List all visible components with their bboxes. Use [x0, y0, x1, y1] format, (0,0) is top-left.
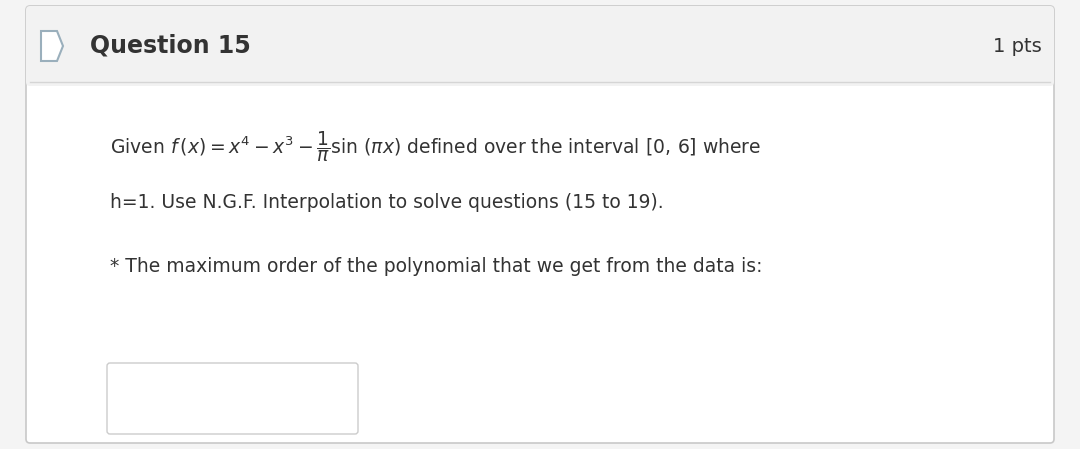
Text: * The maximum order of the polynomial that we get from the data is:: * The maximum order of the polynomial th… [110, 257, 762, 277]
FancyBboxPatch shape [107, 363, 357, 434]
Text: Question 15: Question 15 [90, 34, 251, 58]
Text: Given $f\,(x) = x^4 - x^3 - \dfrac{1}{\pi}\sin\,(\pi x)$ defined over the interv: Given $f\,(x) = x^4 - x^3 - \dfrac{1}{\p… [110, 130, 761, 164]
Polygon shape [41, 31, 63, 61]
FancyBboxPatch shape [30, 10, 1050, 82]
Text: h=1. Use N.G.F. Interpolation to solve questions (15 to 19).: h=1. Use N.G.F. Interpolation to solve q… [110, 193, 663, 211]
Text: 1 pts: 1 pts [994, 36, 1042, 56]
FancyBboxPatch shape [26, 6, 1054, 86]
FancyBboxPatch shape [26, 6, 1054, 443]
